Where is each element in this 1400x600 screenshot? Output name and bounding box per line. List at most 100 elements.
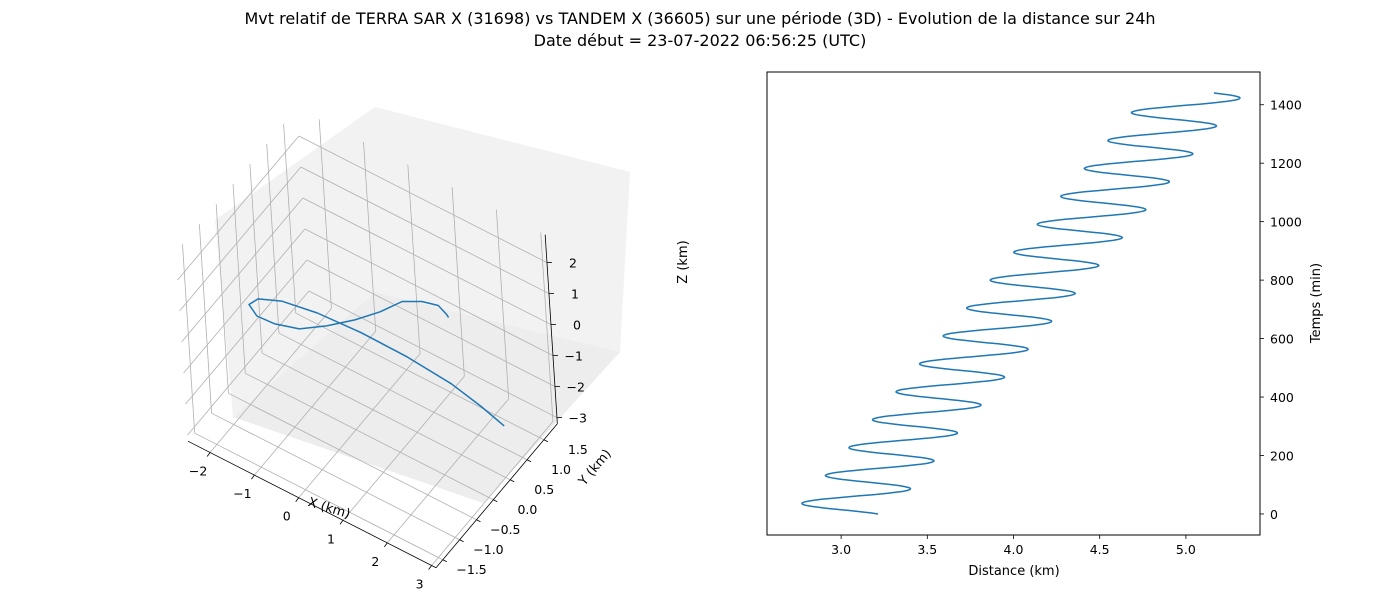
grid-back-z (300, 166, 550, 294)
grid-back-z (306, 259, 556, 387)
pane-floor (233, 292, 620, 503)
x-tick-label: 4.5 (1090, 542, 1110, 557)
grid-back-x (363, 141, 377, 332)
grid-left-y (283, 124, 297, 314)
y-tick-label: 1200 (1270, 156, 1302, 171)
x-tick-label: 5.0 (1176, 542, 1196, 557)
ticks-3d: −2 −1 0 1 2 3 −1.5 −1.0 −0.5 0.0 0.5 1.0 1.5 −3 −2 −1 0 1… (189, 256, 588, 592)
plot-distance-vs-time: 3.0 3.5 4.0 4.5 5.0 0 200 400 600 800 1000 1200 140… (766, 71, 1324, 579)
grid-floor-y (261, 352, 511, 481)
y-tick-label-3d: −0.5 (490, 522, 520, 537)
y-tick-mark-3d (459, 539, 464, 543)
z-tick-label-3d: 0 (573, 318, 581, 333)
x-axis-label: Distance (km) (968, 564, 1059, 579)
y-tick-label: 1400 (1270, 98, 1302, 113)
grid-left-z (179, 166, 302, 312)
axes-3d (187, 234, 558, 569)
x-tick-label: 3.5 (917, 542, 937, 557)
plot-3d-relative-motion: −2 −1 0 1 2 3 −1.5 −1.0 −0.5 0.0 0.5 1.0 1.5 −3 −2 −1 0 1… (177, 107, 691, 592)
x-tick-label-3d: −1 (233, 486, 251, 501)
x-axis-label-3d: X (km) (306, 495, 352, 522)
grid-floor-x (254, 330, 377, 476)
z-tick-label-3d: −3 (569, 411, 587, 426)
grid-left-y (232, 184, 246, 374)
x-ticks: 3.0 3.5 4.0 4.5 5.0 (831, 535, 1196, 557)
y-tick-mark-3d (476, 519, 481, 523)
x-tick-label: 4.0 (1004, 542, 1024, 557)
y-tick-label: 800 (1270, 273, 1294, 288)
x-tick-mark-3d (206, 452, 211, 457)
grid-left-z (181, 197, 304, 343)
x-tick-label-3d: 0 (283, 509, 291, 524)
grid-floor-y (295, 312, 545, 441)
x-tick-label-3d: 3 (416, 577, 424, 592)
grid-left-y (266, 144, 280, 334)
grid-left-z (185, 259, 308, 405)
y-tick-label: 1000 (1270, 215, 1302, 230)
y-axis-line-3d (435, 423, 558, 569)
y-tick-label-3d: 1.5 (568, 442, 588, 457)
grid-back-x (407, 164, 421, 354)
x-tick-mark-3d (383, 542, 388, 548)
grid-floor-x (431, 421, 554, 566)
y-tick-label: 0 (1270, 507, 1278, 522)
grid-left-y (198, 224, 212, 414)
grid-floor-y (211, 412, 460, 541)
grid-floor-y (228, 392, 477, 521)
y-tick-mark-3d (526, 459, 532, 463)
y-tick-label: 400 (1270, 390, 1294, 405)
grid-back-z (304, 228, 554, 356)
x-tick-label: 3.0 (831, 542, 851, 557)
y-tick-mark-3d (543, 439, 549, 443)
z-tick-label-3d: 1 (571, 287, 579, 302)
z-tick-label-3d: 2 (569, 256, 577, 271)
z-tick-label-3d: −2 (567, 380, 585, 395)
trajectory-line-3d (248, 298, 505, 427)
y-ticks: 0 200 400 600 800 1000 1200 1400 (1260, 98, 1302, 522)
distance-line (801, 92, 1241, 515)
y-tick-label: 600 (1270, 332, 1294, 347)
grid-floor-x (209, 308, 332, 453)
x-axis-line-3d (187, 440, 437, 569)
x-tick-mark-3d (339, 520, 344, 525)
y-tick-label-3d: −1.0 (473, 542, 503, 557)
y-tick-label-3d: 1.0 (551, 462, 571, 477)
y-tick-label-3d: −1.5 (456, 562, 486, 577)
grid-back-z (298, 135, 548, 263)
x-tick-label-3d: 2 (371, 554, 379, 569)
z-axis-line-3d (544, 234, 558, 424)
grid-back-z (302, 197, 552, 325)
x-tick-label-3d: −2 (189, 464, 207, 479)
x-tick-mark-3d (428, 565, 432, 570)
grid-back-x (496, 209, 510, 399)
y-tick-mark-3d (510, 479, 515, 483)
grid-left-y (249, 164, 263, 354)
pane-back-wall (375, 107, 630, 352)
grid-floor-x (342, 376, 465, 521)
y-tick-label: 200 (1270, 448, 1294, 463)
grid-floor-y (278, 332, 528, 461)
y-tick-mark-3d (442, 559, 447, 563)
y-tick-label-3d: 0.5 (534, 482, 554, 497)
chart-subtitle: Date début = 23-07-2022 06:56:25 (UTC) (533, 31, 867, 50)
grid-left-z (187, 290, 310, 436)
z-tick-label-3d: −1 (565, 349, 583, 364)
grid-3d (177, 119, 558, 566)
plot-frame (766, 71, 1261, 536)
grid-left-y (182, 244, 196, 434)
grid-floor-x (298, 353, 421, 498)
grid-floor-y (245, 372, 494, 501)
z-axis-label-3d: Z (km) (676, 240, 691, 283)
x-tick-mark-3d (251, 474, 255, 480)
y-axis-label: Temps (min) (1309, 263, 1324, 344)
grid-floor-x (387, 398, 509, 544)
grid-floor-y (194, 432, 443, 561)
y-tick-mark-3d (493, 499, 498, 503)
x-tick-label-3d: 1 (327, 531, 335, 546)
chart-title: Mvt relatif de TERRA SAR X (31698) vs TA… (244, 9, 1156, 28)
grid-back-x (451, 187, 465, 377)
x-tick-mark-3d (295, 497, 300, 502)
grid-left-z (177, 135, 300, 281)
grid-back-z (308, 290, 558, 418)
